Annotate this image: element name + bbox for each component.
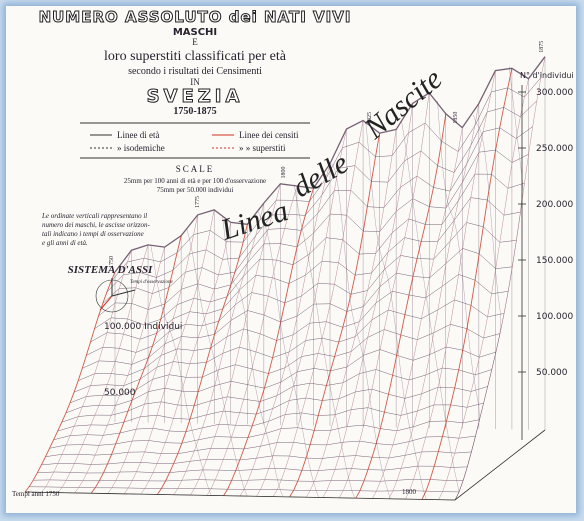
- census-line: [388, 103, 480, 499]
- surface: [24, 56, 546, 501]
- census-line: [289, 133, 381, 498]
- census-line: [405, 70, 496, 500]
- country: SVEZIA: [147, 86, 244, 107]
- subject: MASCHI: [173, 27, 217, 38]
- census-line: [355, 113, 447, 499]
- left-axis-label: 100.000 Individui: [104, 322, 182, 332]
- age-line: [74, 299, 505, 393]
- age-line: [65, 346, 496, 414]
- bottom-year: Tempi anni 1750: [12, 490, 60, 498]
- axis-label: 50.000: [536, 368, 568, 378]
- census-line: [223, 188, 314, 496]
- preposition: IN: [190, 77, 200, 87]
- isodemic-line: [454, 66, 524, 501]
- census-line: [140, 222, 232, 495]
- conjunction: E: [192, 37, 198, 47]
- year-label: 1775: [195, 196, 201, 208]
- note: e gli anni di età.: [42, 239, 88, 247]
- census-line: [421, 68, 513, 500]
- scale-text: 75mm per 50.000 individui: [157, 186, 234, 194]
- isodemic-line: [222, 215, 284, 497]
- isodemic-line: [454, 115, 502, 501]
- axis-label: 250.000: [536, 144, 573, 154]
- census-line: [107, 214, 198, 494]
- base: [24, 429, 546, 501]
- axis-label: 300.000: [536, 88, 573, 98]
- census-line: [239, 163, 331, 497]
- left-axis-label: 50.000: [104, 388, 136, 398]
- legend-item: » isodemiche: [117, 143, 165, 153]
- title: NUMERO ASSOLUTO dei NATI VIVI: [39, 8, 352, 26]
- note: tali indicano i tempi di osservazione: [42, 230, 144, 238]
- axes-title: SISTEMA D'ASSI: [68, 264, 153, 276]
- axis-label: 200.000: [536, 200, 573, 210]
- frame: NUMERO ASSOLUTO dei NATI VIVI MASCHI E l…: [6, 6, 576, 513]
- bottom-year: 1800: [402, 488, 417, 496]
- isodemic-line: [186, 228, 248, 497]
- census-line: [74, 247, 165, 494]
- census-line: [454, 56, 546, 501]
- legend-item: » » superstiti: [239, 143, 286, 153]
- axis-label: 150.000: [536, 256, 573, 266]
- legend-item: Linee di età: [117, 130, 159, 140]
- census-line: [322, 103, 413, 498]
- census-line: [190, 183, 281, 496]
- year-label: 1850: [453, 112, 459, 124]
- year-label: 1750: [109, 256, 115, 268]
- census-line: [206, 185, 298, 496]
- note: numero dei maschi, le ascisse orizzon-: [42, 221, 151, 229]
- scale-text: 25mm per 100 anni di età e per 100 d'oss…: [124, 177, 266, 185]
- note: Le ordinate verticali rappresentano il: [41, 212, 147, 220]
- census-line: [438, 78, 529, 500]
- year-label: 1800: [281, 166, 287, 178]
- census-line: [305, 129, 397, 498]
- census-line: [372, 127, 463, 499]
- subtitle: loro superstiti classificati per età: [104, 49, 287, 64]
- isodemic-line: [401, 121, 460, 501]
- census-line: [41, 250, 132, 493]
- age-line: [102, 126, 533, 304]
- birth-label: Linea: [216, 194, 292, 247]
- legend-item: Linee dei censiti: [239, 130, 299, 140]
- axes-icon: [95, 278, 136, 313]
- axes-caption: Tempi d'osservazione: [130, 280, 173, 285]
- isodemic-line: [365, 121, 427, 500]
- census-line: [256, 128, 347, 497]
- census-line: [272, 120, 364, 497]
- isodemic-line: [294, 184, 355, 499]
- isodemic-line: [150, 245, 212, 496]
- axis-label: 100.000: [536, 312, 573, 322]
- census-line: [90, 235, 182, 494]
- scale-title: SCALE: [176, 164, 215, 174]
- isodemic-line: [329, 163, 391, 499]
- year-label: 1825: [367, 112, 373, 124]
- axis-title: N° d'individui: [520, 71, 574, 80]
- diagram: NUMERO ASSOLUTO dei NATI VIVI MASCHI E l…: [12, 8, 574, 501]
- subtitle: secondo i risultati dei Censimenti: [128, 66, 262, 77]
- census-line: [57, 244, 149, 493]
- year-label: 1875: [539, 41, 545, 53]
- census-line: [24, 271, 116, 493]
- census-line: [338, 92, 430, 498]
- period: 1750-1875: [173, 106, 216, 117]
- isodemic-line: [258, 211, 319, 498]
- census-line: [173, 203, 265, 495]
- census-line: [156, 224, 248, 495]
- census-line: [123, 209, 215, 494]
